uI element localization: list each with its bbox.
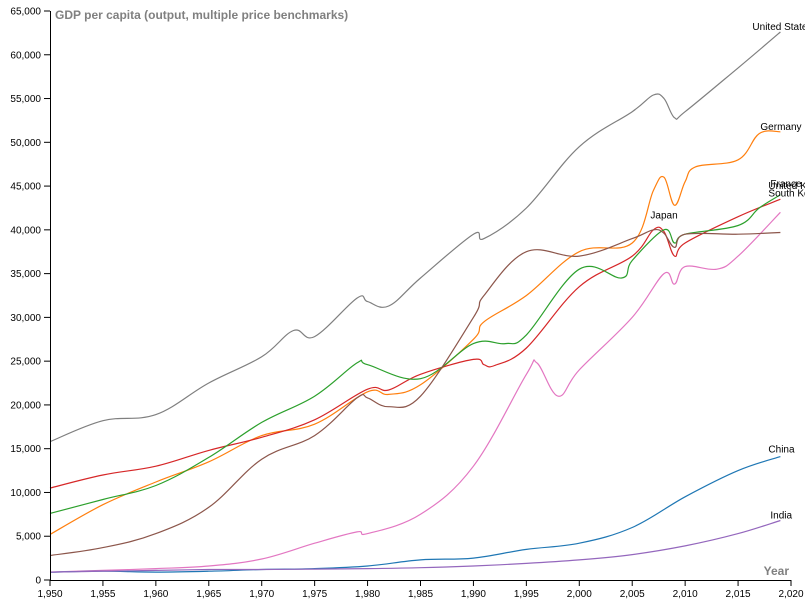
y-tick: 15,000 [10,444,50,455]
x-tick-label: 2,020 [778,589,803,600]
y-tick-label: 0 [35,576,41,587]
series-line-germany [49,130,781,536]
y-tick-label: 45,000 [10,182,41,193]
series-label-china: China [768,445,795,456]
y-tick: 5,000 [16,532,50,543]
y-tick: 30,000 [10,313,50,324]
y-tick-label: 5,000 [16,532,41,543]
y-tick-label: 15,000 [10,444,41,455]
x-tick: 2,015 [726,580,751,600]
y-tick-label: 35,000 [10,269,41,280]
series-label-germany: Germany [760,122,801,133]
y-tick-label: 40,000 [10,225,41,236]
y-tick: 0 [35,576,50,587]
x-tick-label: 2,005 [620,589,645,600]
x-tick: 1,990 [461,580,486,600]
series-layer [49,31,781,573]
y-tick: 65,000 [10,7,50,18]
x-tick-label: 1,985 [408,589,433,600]
y-tick: 60,000 [10,50,50,61]
y-tick: 45,000 [10,182,50,193]
x-tick-label: 1,995 [514,589,539,600]
x-tick-label: 1,960 [143,589,168,600]
x-tick: 1,980 [355,580,381,600]
x-axis: 1,950 1,955 1,960 1,965 1,970 1,975 1,980 1,985… [37,580,804,600]
x-tick-label: 2,010 [673,589,698,600]
x-tick: 2,010 [673,580,698,600]
series-label-united-states: United States [752,22,805,33]
y-tick: 55,000 [10,94,50,105]
series-line-south-korea [49,211,781,573]
y-tick: 25,000 [10,357,50,368]
x-tick-label: 1,975 [302,589,327,600]
x-tick-label: 1,970 [249,589,274,600]
y-tick-label: 25,000 [10,357,41,368]
x-tick-label: 2,000 [567,589,592,600]
x-tick: 2,005 [620,580,645,600]
y-tick-label: 55,000 [10,94,41,105]
series-labels: United States Germany United KingdomFrance… [650,22,805,521]
series-label-united-kingdom: United Kingdom [768,181,805,192]
series-label-india: India [770,510,792,521]
x-tick: 1,960 [143,580,169,600]
y-tick-label: 30,000 [10,313,41,324]
series-line-china [49,456,781,573]
x-tick: 2,000 [567,580,592,600]
x-tick: 1,985 [408,580,433,600]
x-tick-label: 2,015 [726,589,751,600]
y-tick: 50,000 [10,138,50,149]
x-tick: 1,995 [514,580,539,600]
y-axis: 0 5,000 10,000 15,000 20,000 25,000 30,000 35,0… [10,7,51,587]
y-tick: 35,000 [10,269,50,280]
x-tick-label: 1,965 [196,589,221,600]
y-tick-label: 65,000 [10,7,41,18]
y-tick: 10,000 [10,488,50,499]
x-tick: 1,955 [90,580,116,600]
x-axis-label: Year [764,564,790,578]
series-line-india [49,519,781,573]
x-tick: 1,970 [249,580,275,600]
y-tick: 20,000 [10,400,50,411]
x-tick: 1,965 [196,580,222,600]
x-tick-label: 1,955 [90,589,115,600]
y-tick: 40,000 [10,225,50,236]
chart-title: GDP per capita (output, multiple price b… [55,8,348,22]
series-label-south-korea: South Korea [768,188,805,199]
y-tick-label: 20,000 [10,400,41,411]
series-line-united-states [49,31,781,443]
x-tick-label: 1,990 [461,589,486,600]
x-tick: 1,950 [37,580,63,600]
y-tick-label: 10,000 [10,488,41,499]
x-tick-label: 1,980 [355,589,380,600]
y-tick-label: 60,000 [10,50,41,61]
series-label-france: France [770,179,802,190]
x-tick-label: 1,950 [37,589,62,600]
series-label-japan: Japan [650,210,677,221]
x-tick: 1,975 [302,580,328,600]
series-line-united-kingdom [49,198,781,489]
y-tick-label: 50,000 [10,138,41,149]
x-tick: 2,020 [778,580,804,600]
series-line-japan [49,228,781,557]
